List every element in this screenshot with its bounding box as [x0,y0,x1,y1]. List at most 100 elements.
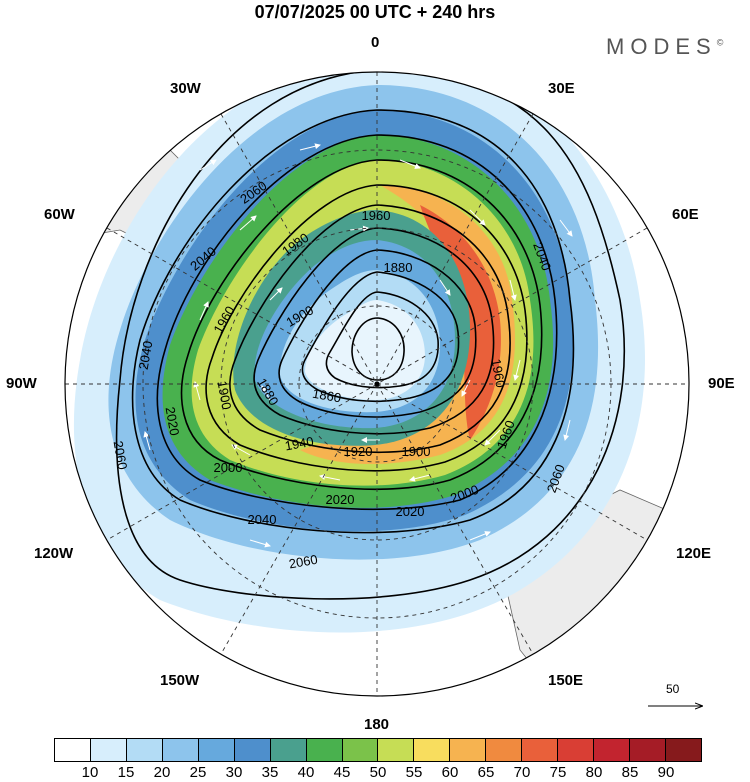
wind-arrow [299,143,321,151]
colorbar-tick-label: 70 [513,764,531,781]
colorbar-swatch [486,739,523,761]
colorbar-tick-label: 15 [117,764,135,781]
wind-arrow [439,279,451,296]
geopotential-contours [115,72,626,600]
colorbar-swatch [522,739,559,761]
contour-1940 [253,227,495,435]
contour-label: 1860 [311,386,342,406]
contour-label: 1960 [489,358,509,389]
colorbar-swatch [450,739,487,761]
wind-arrow [461,379,471,397]
colorbar-swatch [558,739,595,761]
wind-arrow [143,431,151,451]
pole-dot [374,381,380,387]
colorbar-swatch [378,739,415,761]
wind-arrow [399,159,421,169]
lon-label-30w: 30W [170,80,201,97]
contour-label: 1940 [284,434,315,454]
colorbar-swatch [630,739,666,761]
wind-arrow [199,301,209,321]
wind-arrow [484,429,501,446]
colorbar-tick-label: 90 [657,764,675,781]
map-boundary [64,71,690,697]
wind-arrow [509,279,517,301]
wind-arrow [563,419,571,441]
contour-label: 2020 [326,492,355,507]
colorbar-swatch [594,739,630,761]
contour-1880 [325,291,439,389]
contour-label: 1900 [402,444,431,459]
colorbar-tick-label: 65 [477,764,495,781]
contour-1980 [205,184,528,472]
contour-label: 1920 [344,444,373,459]
colorbar-tick-label: 85 [621,764,639,781]
wind-speed-shading [74,72,645,633]
contour-label: 2020 [396,504,425,519]
contour-label: 2040 [136,340,156,371]
lon-label-150w: 150W [160,672,200,689]
contour-1960 [229,204,511,453]
contour-label: 2020 [163,406,183,437]
lon-label-0: 0 [371,34,380,51]
colorbar-tick-label: 20 [153,764,171,781]
colorbar-tick-label: 60 [441,764,459,781]
colorbar-tick-label: 80 [585,764,603,781]
contour-label: 2040 [248,512,277,527]
contour-label: 1880 [384,260,413,275]
lon-label-180: 180 [364,716,390,733]
colorbar-swatch [198,739,235,761]
lon-label-120e: 120E [676,545,712,562]
colorbar-tick-label: 40 [297,764,315,781]
wind-arrow [559,219,573,237]
lon-label-150e: 150E [548,672,584,689]
wind-arrow [261,385,271,401]
colorbar-ticks: 10 15 20 25 30 35 40 45 50 55 60 65 70 75 80 85 90 [54,764,702,782]
colorbar-tick-label: 10 [81,764,99,781]
wind-vectors [143,143,573,548]
lon-label-90w: 90W [6,375,37,392]
wind-arrow [409,474,431,482]
wind-arrow [469,531,491,541]
wind-arrow [469,209,486,226]
wind-arrow [231,444,251,456]
wind-arrow [269,287,283,301]
wind-arrow [199,159,217,171]
colorbar-tick-label: 55 [405,764,423,781]
colorbar-swatch [342,739,379,761]
colorbar-swatch [55,739,91,761]
colorbar-tick-label: 25 [189,764,207,781]
colorbar-swatch [414,739,451,761]
contour-label: 1960 [362,208,391,223]
colorbar-tick-label: 35 [261,764,279,781]
contour-label: 2060 [111,440,131,471]
reference-vector-label: 50 [666,682,680,696]
lon-label-60e: 60E [672,206,699,223]
colorbar-swatch [665,739,701,761]
wind-arrow [249,539,271,548]
colorbar-swatch [270,739,307,761]
contour-label: 2000 [214,460,243,475]
colorbar-swatch [162,739,199,761]
lon-label-90e: 90E [708,375,735,392]
contour-1920 [278,249,477,418]
colorbar-tick-label: 45 [333,764,351,781]
colorbar-swatch [306,739,343,761]
contour-1900 [301,271,460,403]
contour-label: 1900 [215,380,235,411]
colorbar-tick-label: 75 [549,764,567,781]
contour-2020 [156,134,558,511]
wind-arrow [239,215,257,231]
contour-2000 [180,159,543,491]
contour-1860-core [351,317,405,381]
colorbar-tick-label: 50 [369,764,387,781]
map-title: 07/07/2025 00 UTC + 240 hrs [254,2,496,22]
contour-2060 [115,72,626,600]
wind-arrow [513,359,521,381]
contour-label: 2060 [288,552,319,572]
lon-label-30e: 30E [548,80,575,97]
colorbar-swatch [90,739,127,761]
colorbar-swatch [126,739,163,761]
lon-label-120w: 120W [34,545,74,562]
colorbar-tick-label: 30 [225,764,243,781]
